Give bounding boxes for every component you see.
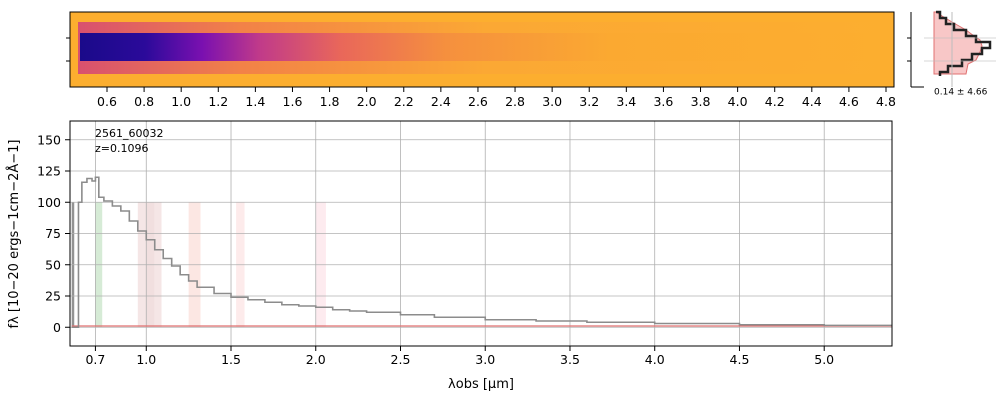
histogram-panel: 0.14 ± 4.66 <box>907 10 996 98</box>
x-tick-label: 4.5 <box>730 352 750 367</box>
y-tick-label: 0 <box>53 320 61 335</box>
top-x-tick-label: 3.0 <box>542 94 562 109</box>
spectrum-2d-trace <box>80 33 894 61</box>
top-x-tick-label: 4.6 <box>839 94 859 109</box>
top-x-tick-label: 4.0 <box>728 94 748 109</box>
x-tick-label: 0.7 <box>85 352 105 367</box>
spectrum-2d-frame <box>69 11 895 88</box>
y-tick-label: 150 <box>37 132 61 147</box>
top-x-tick-label: 1.4 <box>245 94 265 109</box>
top-x-tick-label: 0.8 <box>134 94 154 109</box>
x-tick-label: 5.0 <box>814 352 834 367</box>
histogram-annotation: 0.14 ± 4.66 <box>934 88 988 98</box>
top-x-tick-label: 1.0 <box>171 94 191 109</box>
y-tick-label: 125 <box>37 164 61 179</box>
spectrum-2d-panel: 0.6 0.8 1.0 1.2 1.4 1.6 1.8 2.0 2.2 2.4 2.6 2.8 3.0 3… <box>66 11 896 109</box>
object-id-label: 2561_60032 <box>95 127 164 140</box>
top-x-tick-label: 4.4 <box>802 94 822 109</box>
top-x-tick-label: 3.6 <box>653 94 673 109</box>
x-tick-label: 4.0 <box>645 352 665 367</box>
spectrum-2d-xaxis: 0.6 0.8 1.0 1.2 1.4 1.6 1.8 2.0 2.2 2.4 2.6 2.8 3.0 3… <box>97 87 896 109</box>
redshift-label: z=0.1096 <box>95 142 148 155</box>
top-x-tick-label: 2.0 <box>357 94 377 109</box>
x-axis-label: λobs [μm] <box>448 377 514 392</box>
top-x-tick-label: 3.4 <box>616 94 636 109</box>
histogram-data-step <box>936 10 992 76</box>
top-x-tick-label: 1.2 <box>208 94 228 109</box>
top-x-tick-label: 4.8 <box>876 94 896 109</box>
x-tick-label: 1.0 <box>136 352 156 367</box>
y-axis-label: fλ [10−20 ergs−1cm−2Å−1] <box>6 140 22 329</box>
top-x-tick-label: 4.2 <box>765 94 785 109</box>
spectrum-1d-xaxis: 0.7 1.0 1.5 2.0 2.5 3.0 3.5 4.0 4.5 5.0 <box>85 346 834 367</box>
spectrum-1d-grid <box>70 121 892 346</box>
x-tick-label: 2.5 <box>391 352 411 367</box>
y-tick-label: 50 <box>45 257 61 272</box>
spectrum-1d-panel: 0.7 1.0 1.5 2.0 2.5 3.0 3.5 4.0 4.5 5.0 0 25 50 75 10… <box>6 120 893 392</box>
top-x-tick-label: 2.2 <box>394 94 414 109</box>
x-tick-label: 2.0 <box>306 352 326 367</box>
top-x-tick-label: 1.6 <box>283 94 303 109</box>
x-tick-label: 1.5 <box>221 352 241 367</box>
top-x-tick-label: 2.8 <box>505 94 525 109</box>
spectrum-1d-yaxis: 0 25 50 75 100 125 150 <box>37 132 70 335</box>
y-tick-label: 100 <box>37 195 61 210</box>
flux-line <box>71 176 892 329</box>
top-x-tick-label: 1.8 <box>320 94 340 109</box>
x-tick-label: 3.5 <box>560 352 580 367</box>
x-tick-label: 3.0 <box>475 352 495 367</box>
y-tick-label: 25 <box>45 289 61 304</box>
top-x-tick-label: 2.4 <box>431 94 451 109</box>
top-x-tick-label: 3.2 <box>579 94 599 109</box>
top-x-tick-label: 0.6 <box>97 94 117 109</box>
top-x-tick-label: 2.6 <box>468 94 488 109</box>
y-tick-label: 75 <box>45 226 61 241</box>
top-x-tick-label: 3.8 <box>691 94 711 109</box>
